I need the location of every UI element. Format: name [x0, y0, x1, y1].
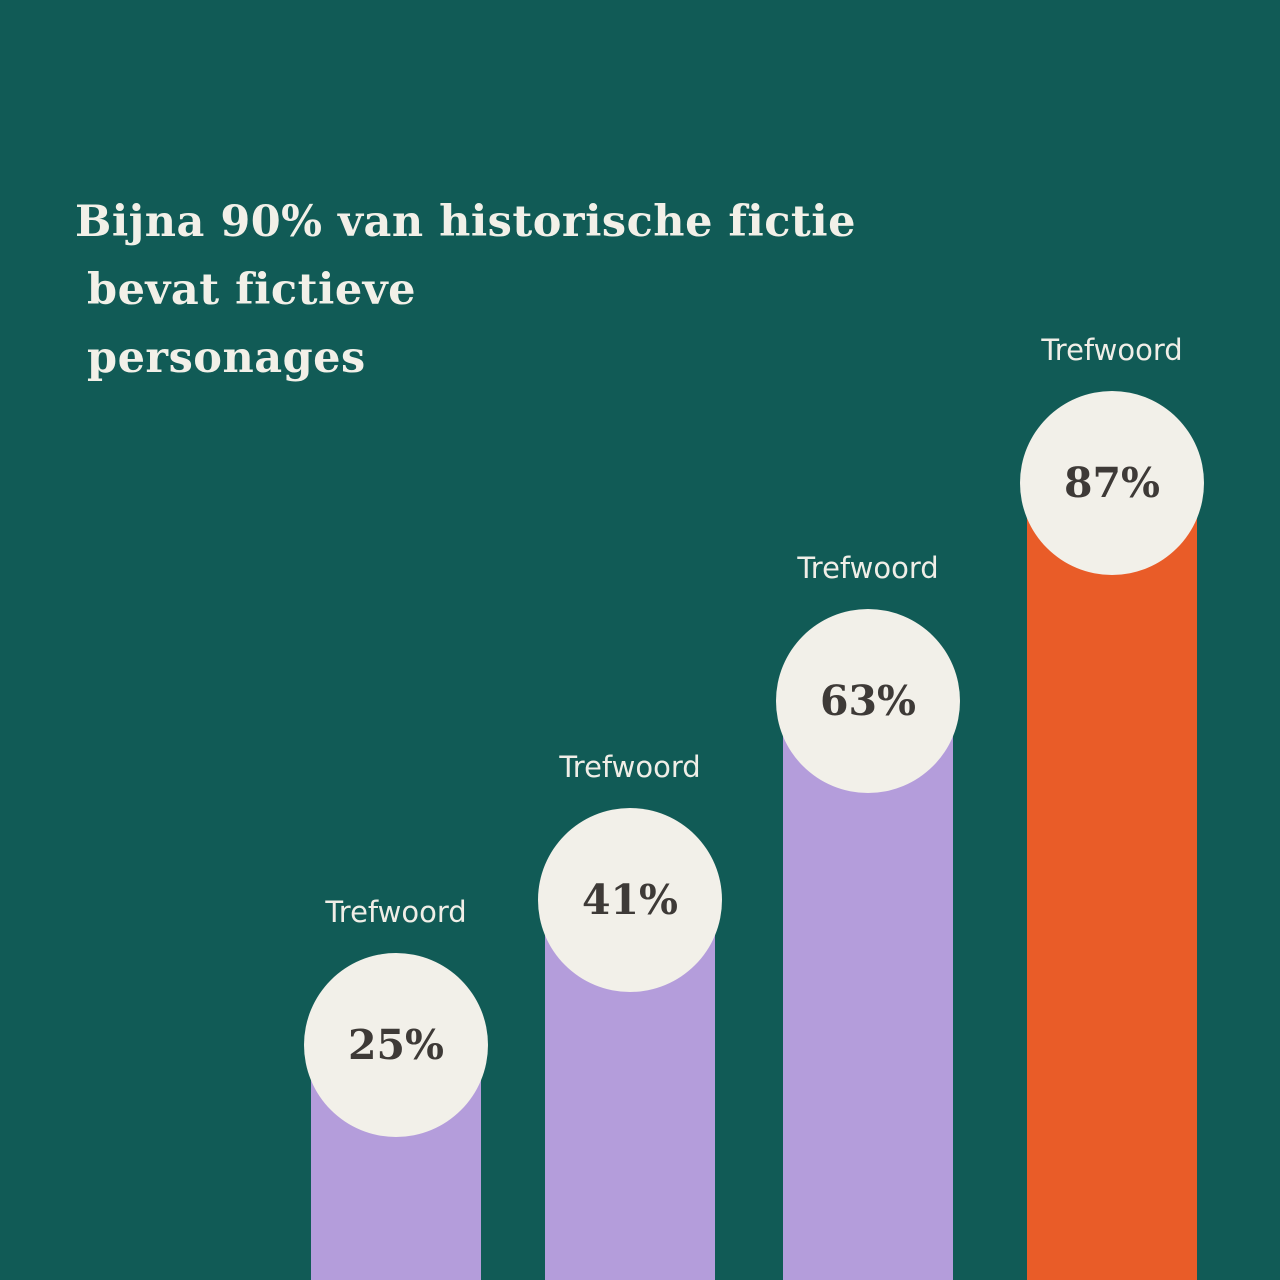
- bar-category-label: Trefwoord: [559, 750, 701, 785]
- bar-category-label: Trefwoord: [325, 895, 467, 930]
- bar-group: Trefwoord 63%: [776, 0, 960, 1280]
- value-bubble: 63%: [776, 608, 960, 793]
- bar-value: 41%: [581, 876, 678, 925]
- bar-value: 25%: [347, 1021, 444, 1070]
- bar-category-label: Trefwoord: [1041, 332, 1183, 367]
- value-bubble: 41%: [538, 808, 722, 993]
- bar-value: 63%: [819, 676, 916, 725]
- chart-title-line-2: bevat fictieve: [87, 265, 417, 315]
- chart-title-line-3: personages: [87, 333, 366, 383]
- value-bubble: 87%: [1020, 390, 1204, 575]
- value-bubble: 25%: [304, 953, 488, 1138]
- bar-group: Trefwoord 87%: [1020, 0, 1204, 1280]
- bar-group: Trefwoord 41%: [538, 0, 722, 1280]
- chart-title: Bijna 90% van historische fictie bevat f…: [75, 188, 856, 392]
- chart-title-line-1: Bijna 90% van historische fictie: [75, 197, 856, 247]
- bar-category-label: Trefwoord: [797, 550, 939, 585]
- bar-group: Trefwoord 25%: [304, 0, 488, 1280]
- bar-value: 87%: [1063, 458, 1160, 507]
